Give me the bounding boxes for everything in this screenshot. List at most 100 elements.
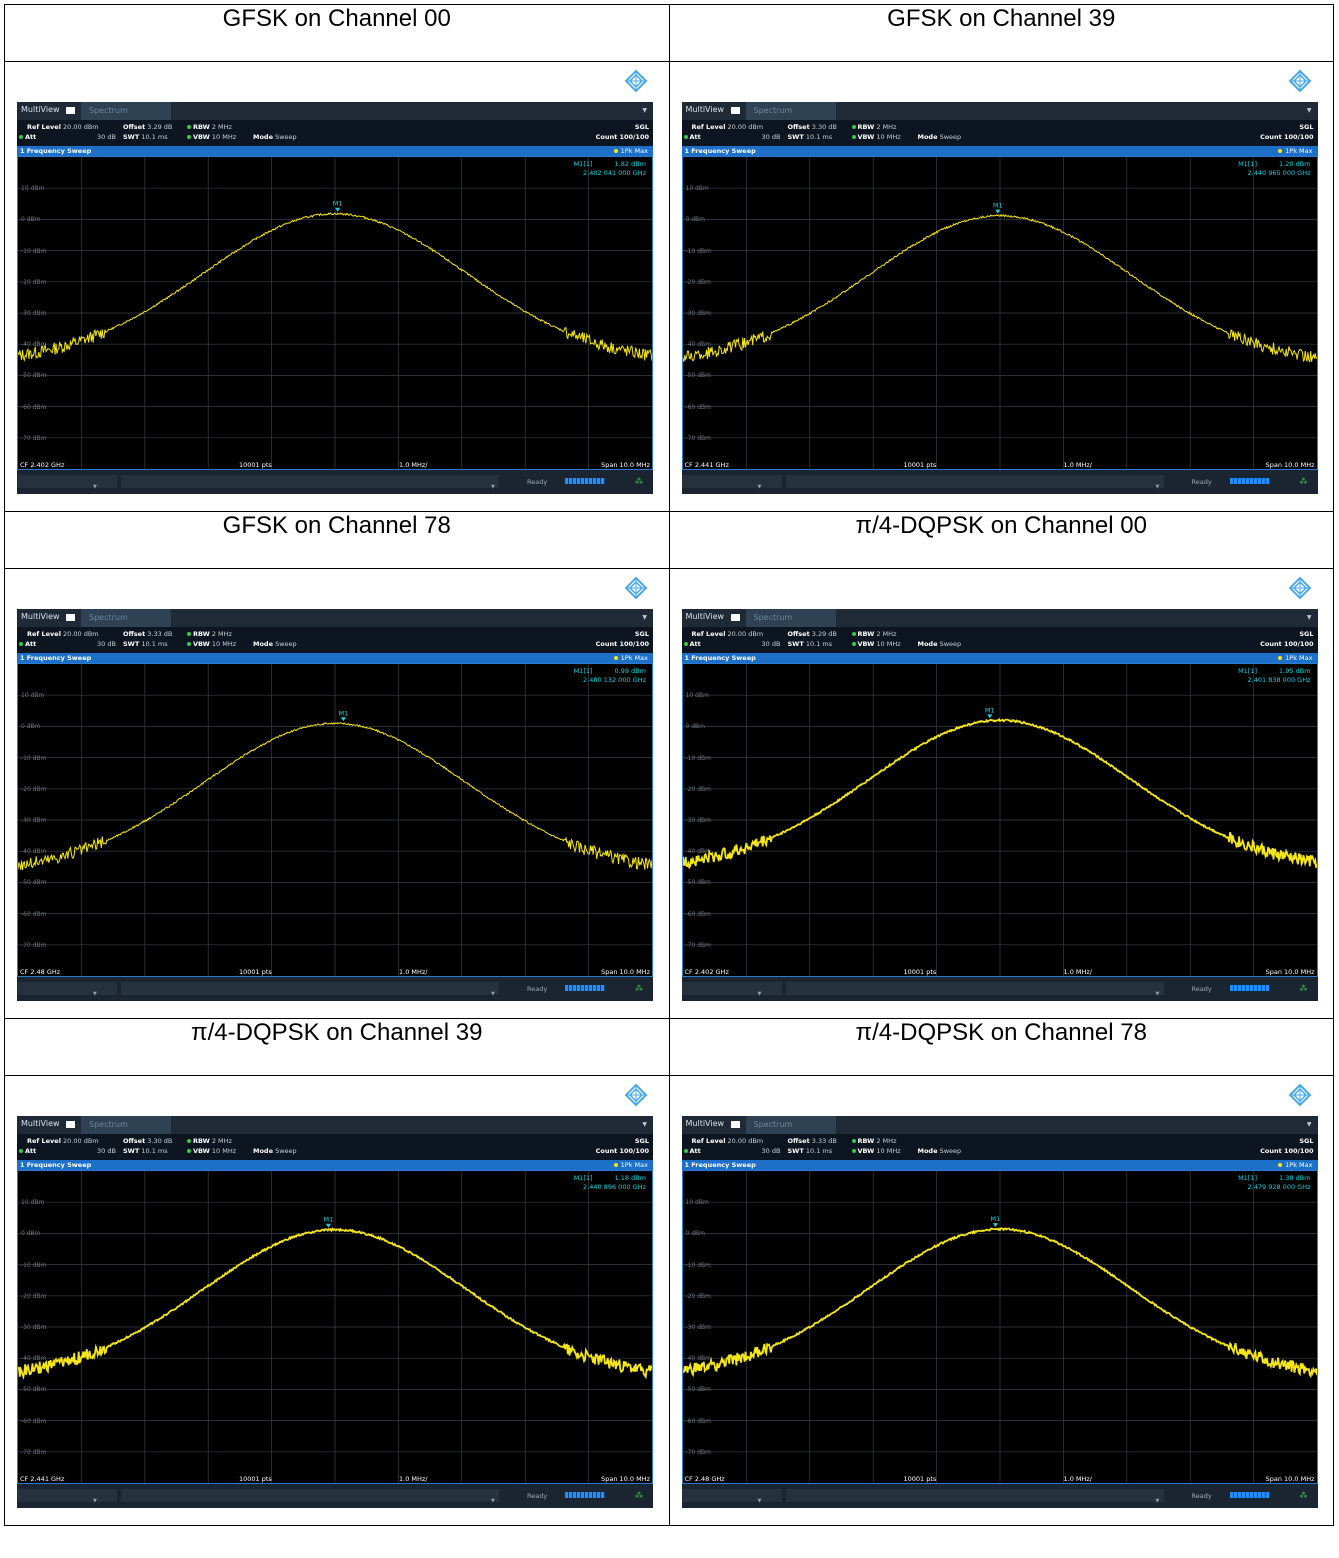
spectrum-plot[interactable]: M1 M1[1] 1.20 dBm 2.440 965 000 GHz 10 dB… — [681, 156, 1318, 470]
vbw-setting[interactable]: VBW 10 MHz — [851, 1147, 901, 1155]
tab-multiview[interactable]: MultiView — [685, 105, 725, 114]
status-field-left[interactable]: ▼ — [17, 1489, 117, 1504]
rbw-setting[interactable]: RBW 2 MHz — [851, 1137, 896, 1145]
vbw-setting[interactable]: VBW 10 MHz — [851, 133, 901, 141]
spectrum-plot[interactable]: M1 M1[1] 0.99 dBm 2.480 132 000 GHz 10 dB… — [17, 663, 653, 977]
status-center-dropdown-icon[interactable]: ▼ — [491, 991, 495, 997]
status-center-dropdown-icon[interactable]: ▼ — [1155, 1498, 1160, 1504]
status-field-center[interactable]: ▼ — [785, 1489, 1164, 1504]
offset-setting[interactable]: Offset 3.33 dB — [788, 1137, 837, 1145]
mode-setting[interactable]: Mode Sweep — [918, 1147, 962, 1155]
status-field-center[interactable]: ▼ — [785, 982, 1164, 997]
status-center-dropdown-icon[interactable]: ▼ — [1155, 991, 1160, 997]
status-field-center[interactable]: ▼ — [121, 982, 499, 997]
tab-spectrum[interactable]: Spectrum — [81, 102, 171, 120]
tab-spectrum[interactable]: Spectrum — [81, 609, 171, 627]
tab-spectrum[interactable]: Spectrum — [81, 1116, 171, 1134]
rbw-setting[interactable]: RBW 2 MHz — [187, 1137, 232, 1145]
sweep-title-bar[interactable]: 1 Frequency Sweep 1Pk Max — [17, 653, 653, 663]
mode-setting[interactable]: Mode Sweep — [253, 1147, 297, 1155]
offset-setting[interactable]: Offset 3.33 dB — [123, 630, 172, 638]
swt-setting[interactable]: SWT 10.1 ms — [788, 640, 833, 648]
ref-level-setting[interactable]: Ref Level 20.00 dBm — [692, 123, 764, 131]
ref-level-setting[interactable]: Ref Level 20.00 dBm — [27, 123, 99, 131]
ref-level-setting[interactable]: Ref Level 20.00 dBm — [27, 630, 99, 638]
sweep-title-bar[interactable]: 1 Frequency Sweep 1Pk Max — [17, 1160, 653, 1170]
tab-multiview[interactable]: MultiView — [21, 612, 60, 621]
tab-multiview[interactable]: MultiView — [685, 612, 725, 621]
ref-level-setting[interactable]: Ref Level 20.00 dBm — [692, 1137, 764, 1145]
swt-setting[interactable]: SWT 10.1 ms — [123, 640, 168, 648]
status-left-dropdown-icon[interactable]: ▼ — [757, 484, 762, 490]
swt-setting[interactable]: SWT 10.1 ms — [788, 1147, 833, 1155]
tab-spectrum[interactable]: Spectrum — [745, 1116, 836, 1134]
status-center-dropdown-icon[interactable]: ▼ — [491, 484, 495, 490]
sweep-title-bar[interactable]: 1 Frequency Sweep 1Pk Max — [681, 146, 1318, 156]
multiview-grid-icon[interactable] — [66, 614, 75, 621]
tab-spectrum[interactable]: Spectrum — [745, 102, 836, 120]
mode-setting[interactable]: Mode Sweep — [918, 133, 962, 141]
multiview-grid-icon[interactable] — [730, 107, 740, 114]
tab-dropdown-icon[interactable]: ▼ — [1306, 107, 1312, 114]
status-left-dropdown-icon[interactable]: ▼ — [93, 991, 97, 997]
status-field-left[interactable]: ▼ — [681, 475, 782, 490]
vbw-setting[interactable]: VBW 10 MHz — [851, 640, 901, 648]
status-field-center[interactable]: ▼ — [121, 1489, 499, 1504]
tab-dropdown-icon[interactable]: ▼ — [1306, 614, 1312, 621]
tab-dropdown-icon[interactable]: ▼ — [642, 107, 647, 114]
att-setting[interactable]: Att — [19, 640, 36, 648]
sweep-title-bar[interactable]: 1 Frequency Sweep 1Pk Max — [17, 146, 653, 156]
rbw-setting[interactable]: RBW 2 MHz — [187, 123, 232, 131]
spectrum-plot[interactable]: M1 M1[1] 1.95 dBm 2.401 838 000 GHz 10 dB… — [681, 663, 1318, 977]
ref-level-setting[interactable]: Ref Level 20.00 dBm — [692, 630, 764, 638]
status-center-dropdown-icon[interactable]: ▼ — [1155, 484, 1160, 490]
att-setting[interactable]: Att — [683, 1147, 701, 1155]
vbw-setting[interactable]: VBW 10 MHz — [187, 133, 236, 141]
sweep-title-bar[interactable]: 1 Frequency Sweep 1Pk Max — [681, 653, 1318, 663]
status-field-left[interactable]: ▼ — [681, 1489, 782, 1504]
spectrum-plot[interactable]: M1 M1[1] 1.38 dBm 2.479 928 000 GHz 10 dB… — [681, 1170, 1318, 1484]
rbw-setting[interactable]: RBW 2 MHz — [187, 630, 232, 638]
multiview-grid-icon[interactable] — [66, 107, 75, 114]
att-setting[interactable]: Att — [19, 1147, 36, 1155]
status-field-left[interactable]: ▼ — [17, 475, 117, 490]
status-left-dropdown-icon[interactable]: ▼ — [93, 484, 97, 490]
status-field-left[interactable]: ▼ — [17, 982, 117, 997]
multiview-grid-icon[interactable] — [730, 1121, 740, 1128]
offset-setting[interactable]: Offset 3.29 dB — [123, 123, 172, 131]
tab-multiview[interactable]: MultiView — [21, 1119, 60, 1128]
att-setting[interactable]: Att — [683, 640, 701, 648]
mode-setting[interactable]: Mode Sweep — [918, 640, 962, 648]
rbw-setting[interactable]: RBW 2 MHz — [851, 630, 896, 638]
multiview-grid-icon[interactable] — [66, 1121, 75, 1128]
swt-setting[interactable]: SWT 10.1 ms — [123, 133, 168, 141]
status-left-dropdown-icon[interactable]: ▼ — [757, 991, 762, 997]
offset-setting[interactable]: Offset 3.29 dB — [788, 630, 837, 638]
offset-setting[interactable]: Offset 3.30 dB — [788, 123, 837, 131]
tab-multiview[interactable]: MultiView — [21, 105, 60, 114]
mode-setting[interactable]: Mode Sweep — [253, 640, 297, 648]
tab-dropdown-icon[interactable]: ▼ — [642, 614, 647, 621]
vbw-setting[interactable]: VBW 10 MHz — [187, 640, 236, 648]
status-field-left[interactable]: ▼ — [681, 982, 782, 997]
tab-dropdown-icon[interactable]: ▼ — [1306, 1121, 1312, 1128]
status-field-center[interactable]: ▼ — [121, 475, 499, 490]
status-field-center[interactable]: ▼ — [785, 475, 1164, 490]
ref-level-setting[interactable]: Ref Level 20.00 dBm — [27, 1137, 99, 1145]
status-center-dropdown-icon[interactable]: ▼ — [491, 1498, 495, 1504]
multiview-grid-icon[interactable] — [730, 614, 740, 621]
offset-setting[interactable]: Offset 3.30 dB — [123, 1137, 172, 1145]
att-setting[interactable]: Att — [19, 133, 36, 141]
mode-setting[interactable]: Mode Sweep — [253, 133, 297, 141]
swt-setting[interactable]: SWT 10.1 ms — [788, 133, 833, 141]
vbw-setting[interactable]: VBW 10 MHz — [187, 1147, 236, 1155]
tab-spectrum[interactable]: Spectrum — [745, 609, 836, 627]
att-setting[interactable]: Att — [683, 133, 701, 141]
status-left-dropdown-icon[interactable]: ▼ — [757, 1498, 762, 1504]
status-left-dropdown-icon[interactable]: ▼ — [93, 1498, 97, 1504]
rbw-setting[interactable]: RBW 2 MHz — [851, 123, 896, 131]
tab-multiview[interactable]: MultiView — [685, 1119, 725, 1128]
swt-setting[interactable]: SWT 10.1 ms — [123, 1147, 168, 1155]
spectrum-plot[interactable]: M1 M1[1] 1.18 dBm 2.440 896 000 GHz 10 dB… — [17, 1170, 653, 1484]
spectrum-plot[interactable]: M1 M1[1] 1.82 dBm 2.402 041 000 GHz 10 dB… — [17, 156, 653, 470]
